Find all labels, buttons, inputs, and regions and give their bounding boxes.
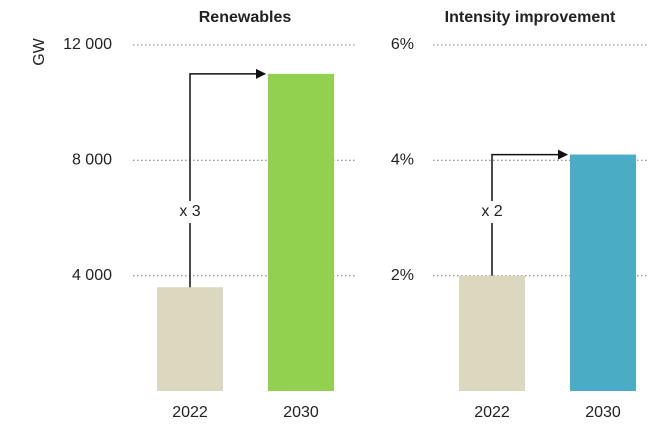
x-tick-label: 2030 [585,404,621,421]
y-tick-label: 2% [391,267,414,284]
y-tick-label: 12 000 [63,36,112,53]
y-axis-label: GW [31,37,48,65]
chart-title: Intensity improvement [445,9,616,26]
annotation: x 3 [179,203,200,220]
x-tick-label: 2030 [283,404,319,421]
chart-title: Renewables [199,9,292,26]
y-tick-label: 4% [391,152,414,169]
bar [459,275,525,391]
growth-arrow [491,149,568,276]
bar [268,73,334,391]
x-tick-label: 2022 [172,404,208,421]
x-tick-label: 2022 [474,404,510,421]
bar [157,287,223,391]
y-tick-label: 4 000 [72,267,112,284]
annotation-bg [474,201,510,223]
bar [570,154,636,391]
y-tick-label: 8 000 [72,152,112,169]
annotation: x 2 [481,203,502,220]
y-tick-label: 6% [391,36,414,53]
annotation-bg [172,201,208,223]
growth-arrow [189,68,266,288]
